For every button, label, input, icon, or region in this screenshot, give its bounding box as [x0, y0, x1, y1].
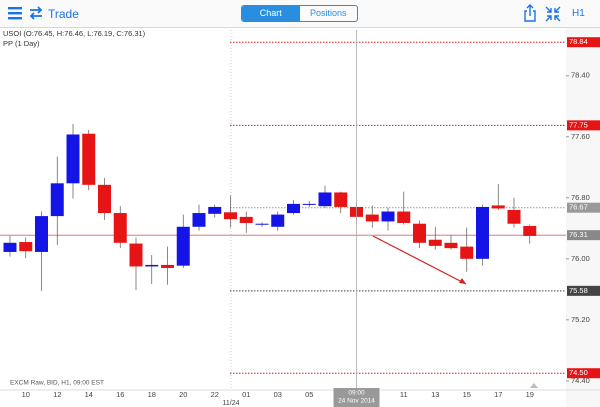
- top-bar: Trade Chart Positions H1: [0, 0, 600, 28]
- x-tick-label: 03: [274, 390, 282, 399]
- scroll-marker: [530, 383, 538, 388]
- candle-body: [3, 242, 17, 252]
- pivot-tag: [567, 120, 600, 131]
- candle-body: [35, 216, 48, 252]
- crosshair-tag: [333, 388, 380, 407]
- candle-body: [302, 203, 316, 205]
- candle-body: [145, 264, 159, 267]
- y-tick-label: 76.80: [571, 193, 590, 202]
- candle-body: [98, 184, 111, 214]
- crosshair-time: 09:00: [348, 390, 365, 397]
- pivot-tag: [567, 37, 600, 48]
- x-tick-label: 11: [400, 390, 408, 399]
- share-icon[interactable]: [523, 4, 537, 22]
- candle-body: [334, 192, 348, 207]
- candle-body: [365, 214, 379, 222]
- pivot-tag: [567, 202, 600, 213]
- x-tick-label: 12: [53, 390, 61, 399]
- arrow-head: [459, 278, 466, 284]
- crosshair-date: 24 Nov 2014: [338, 398, 375, 405]
- candle-body: [460, 246, 474, 259]
- candle-body: [161, 264, 174, 268]
- candle-body: [82, 133, 96, 185]
- candle-body: [19, 242, 33, 252]
- x-tick-label: 22: [211, 390, 219, 399]
- price-axis-bg: [566, 28, 600, 407]
- x-tick-label: 16: [116, 390, 124, 399]
- candle-body: [239, 216, 253, 223]
- y-tick-label: 76.00: [571, 254, 590, 263]
- current-price-tag: [567, 230, 600, 241]
- y-tick-label: 74.40: [571, 376, 590, 385]
- x-tick-label: 14: [85, 390, 93, 399]
- pivot-label: 78.84: [569, 37, 588, 46]
- candle-body: [192, 213, 206, 227]
- candle-body: [113, 213, 127, 243]
- positions-tab[interactable]: Positions: [309, 8, 347, 18]
- pivot-label: 77.75: [569, 120, 588, 129]
- candle-body: [224, 212, 237, 220]
- page-title: Trade: [48, 7, 79, 21]
- y-tick-label: 77.60: [571, 132, 590, 141]
- footer-text: EXCM Raw, BID, H1, 09:00 EST: [10, 380, 104, 387]
- trend-arrow: [372, 235, 467, 285]
- menu-icon[interactable]: [8, 6, 24, 20]
- candle-body: [397, 211, 411, 223]
- candle-body: [176, 226, 190, 266]
- x-tick-label: 05: [305, 390, 313, 399]
- candle-body: [271, 214, 285, 227]
- chart-tab[interactable]: Chart: [242, 6, 300, 21]
- x-tick-label: 17: [494, 390, 502, 399]
- timeframe[interactable]: H1: [572, 8, 585, 19]
- pivot-label: 76.67: [569, 203, 588, 212]
- pivot-label: 74.50: [569, 368, 588, 377]
- candle-body: [318, 192, 332, 207]
- y-tick-label: 75.20: [571, 315, 590, 324]
- x-tick-label: 01: [242, 390, 250, 399]
- x-tick-label: 18: [148, 390, 156, 399]
- candle-body: [50, 183, 64, 217]
- x-tick-label: 20: [179, 390, 187, 399]
- x-tick-label: 15: [463, 390, 471, 399]
- candle-body: [507, 210, 521, 224]
- x-tick-label: 19: [526, 390, 534, 399]
- candle-body: [66, 134, 80, 184]
- pivot-label: 75.58: [569, 286, 588, 295]
- candle-body: [255, 223, 269, 225]
- view-switch: Chart Positions: [241, 5, 358, 22]
- candle-body: [491, 205, 505, 209]
- candle-body: [381, 211, 395, 222]
- candle-body: [444, 242, 458, 249]
- compress-icon[interactable]: [545, 6, 561, 22]
- chart: USOI (O:76.45, H:76.46, L:76.19, C:76.31…: [0, 28, 600, 407]
- pivot-tag: [567, 368, 600, 379]
- x-tick-label: 13: [431, 390, 439, 399]
- candle-body: [413, 223, 426, 243]
- candle-body: [129, 243, 143, 267]
- candle-body: [476, 206, 489, 259]
- candle-body: [523, 226, 537, 236]
- y-tick-label: 78.40: [571, 71, 590, 80]
- candle-body: [287, 203, 300, 214]
- swap-icon[interactable]: [29, 6, 45, 20]
- candle-body: [428, 239, 442, 246]
- pivot-tag: [567, 285, 600, 296]
- x-tick-label: 10: [22, 390, 30, 399]
- candle-body: [208, 206, 222, 214]
- legend-text: USOI (O:76.45, H:76.46, L:76.19, C:76.31…: [3, 29, 146, 38]
- current-price-label: 76.31: [569, 230, 588, 239]
- date-label: 11/24: [223, 400, 240, 407]
- legend-text: PP (1 Day): [3, 39, 40, 48]
